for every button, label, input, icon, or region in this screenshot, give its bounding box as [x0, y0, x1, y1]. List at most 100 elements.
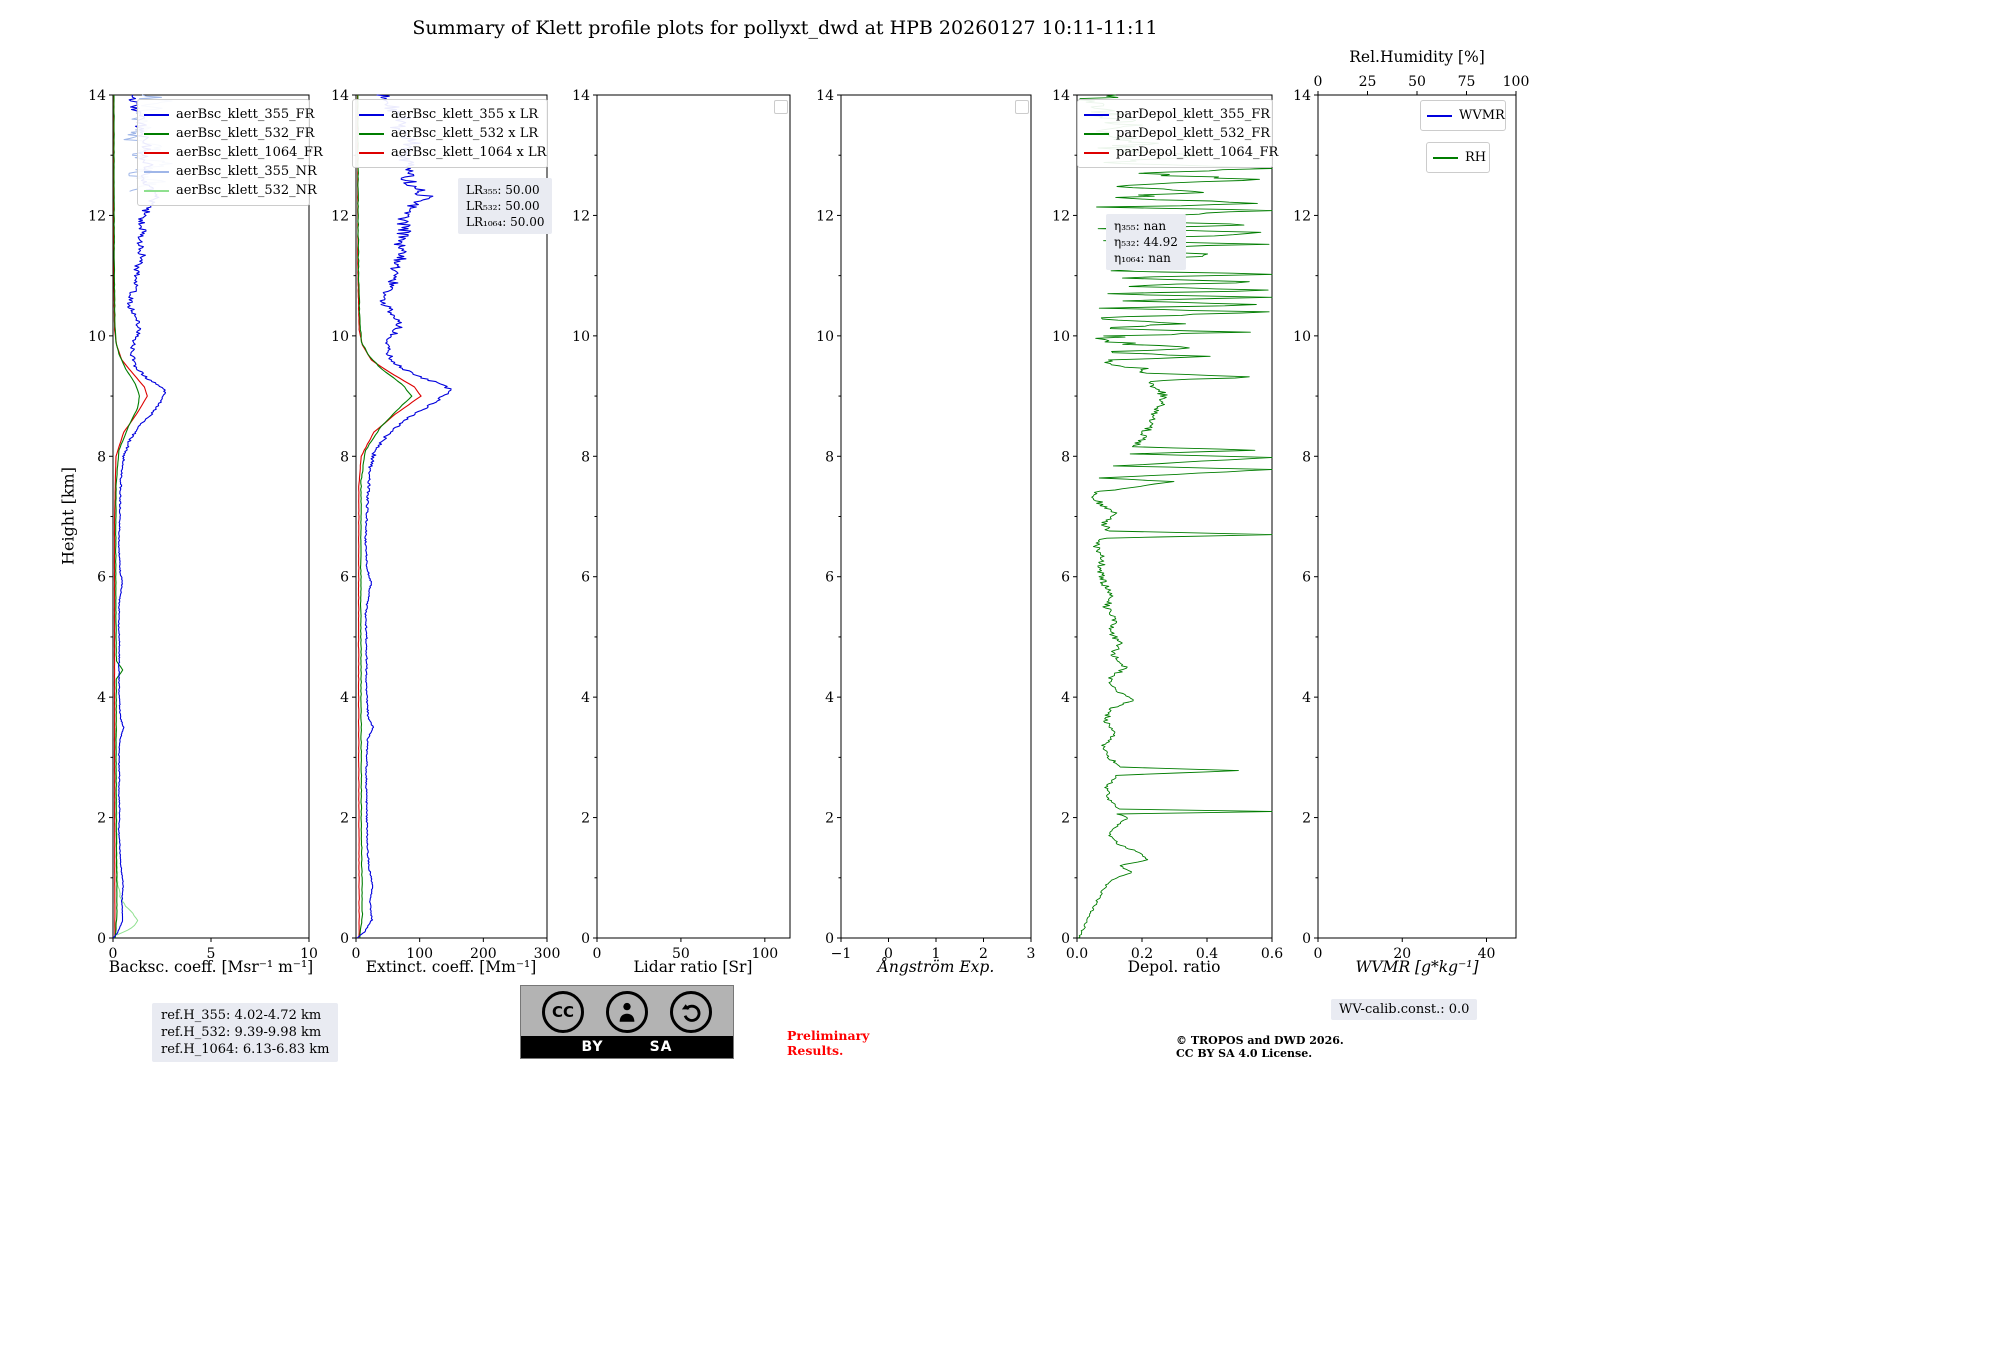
legend-label: aerBsc_klett_532_FR: [176, 126, 315, 141]
svg-text:0.0: 0.0: [1066, 946, 1088, 962]
svg-text:200: 200: [470, 946, 497, 962]
svg-text:0: 0: [825, 931, 834, 947]
svg-text:0: 0: [1314, 74, 1323, 90]
copyright-line-1: © TROPOS and DWD 2026.: [1176, 1034, 1344, 1047]
legend-angstroem-empty: [1015, 100, 1029, 114]
svg-text:0: 0: [1314, 946, 1323, 962]
legend-rh: RH: [1426, 142, 1490, 173]
svg-text:2: 2: [825, 811, 834, 827]
svg-text:8: 8: [1302, 449, 1311, 465]
legend-line-icon: [144, 189, 169, 192]
svg-text:14: 14: [816, 88, 834, 104]
lr-355-value: LR₃₅₅: 50.00: [466, 183, 540, 197]
eta-355-value: η₃₅₅: nan: [1114, 219, 1167, 233]
legend-line-icon: [1084, 151, 1109, 154]
wv-calib-const: WV-calib.const.: 0.0: [1331, 999, 1478, 1020]
cc-sa-label: SA: [649, 1039, 673, 1055]
svg-text:14: 14: [1052, 88, 1070, 104]
svg-text:50: 50: [672, 946, 690, 962]
svg-text:0: 0: [1302, 931, 1311, 947]
ref-h-355: ref.H_355: 4.02-4.72 km: [161, 1008, 322, 1023]
svg-text:10: 10: [88, 329, 106, 345]
svg-text:14: 14: [1293, 88, 1311, 104]
svg-text:14: 14: [331, 88, 349, 104]
copyright-line-2: CC BY SA 4.0 License.: [1176, 1047, 1313, 1060]
legend-label: aerBsc_klett_532_NR: [176, 183, 317, 198]
legend-line-icon: [144, 132, 169, 135]
top-axis-label: Rel.Humidity [%]: [1349, 48, 1485, 66]
legend-label: RH: [1465, 150, 1487, 165]
svg-text:14: 14: [572, 88, 590, 104]
svg-text:10: 10: [300, 946, 318, 962]
copyright-note: © TROPOS and DWD 2026. CC BY SA 4.0 Lice…: [1176, 1034, 1344, 1060]
legend-label: parDepol_klett_1064_FR: [1116, 145, 1279, 160]
svg-text:2: 2: [340, 811, 349, 827]
legend-item: aerBsc_klett_355_NR: [144, 162, 317, 181]
svg-text:4: 4: [1061, 690, 1070, 706]
ref-h-532: ref.H_532: 9.39-9.98 km: [161, 1025, 322, 1040]
svg-text:100: 100: [751, 946, 778, 962]
legend-label: aerBsc_klett_355_NR: [176, 164, 317, 179]
legend-item: aerBsc_klett_1064_FR: [144, 143, 323, 162]
eta-textbox: η₃₅₅: nan η₅₃₂: 44.92 η₁₀₆₄: nan: [1106, 214, 1186, 270]
svg-text:2: 2: [1302, 811, 1311, 827]
svg-text:12: 12: [572, 208, 590, 224]
legend-item: aerBsc_klett_355_FR: [144, 105, 314, 124]
preliminary-results-note: Preliminary Results.: [787, 1028, 869, 1058]
legend-label: WVMR: [1459, 108, 1505, 123]
legend-item: WVMR: [1427, 106, 1505, 125]
legend-item: aerBsc_klett_532 x LR: [359, 124, 541, 143]
svg-text:6: 6: [97, 570, 106, 586]
svg-text:6: 6: [340, 570, 349, 586]
legend-line-icon: [1084, 113, 1109, 116]
svg-text:8: 8: [97, 449, 106, 465]
svg-text:12: 12: [1052, 208, 1070, 224]
svg-text:40: 40: [1478, 946, 1496, 962]
cc-license-badge: CC BY SA: [520, 985, 734, 1059]
legend-depol: parDepol_klett_355_FR parDepol_klett_532…: [1077, 99, 1278, 168]
x-axis-label-wvmr: WVMR [g*kg⁻¹]: [1355, 958, 1479, 976]
legend-line-icon: [1084, 132, 1109, 135]
svg-text:6: 6: [825, 570, 834, 586]
svg-text:0: 0: [1061, 931, 1070, 947]
svg-text:0.4: 0.4: [1196, 946, 1218, 962]
legend-item: aerBsc_klett_532_NR: [144, 181, 317, 200]
svg-text:4: 4: [97, 690, 106, 706]
x-axis-label-lidar-ratio: Lidar ratio [Sr]: [633, 958, 753, 976]
legend-line-icon: [359, 151, 384, 154]
legend-backscatter: aerBsc_klett_355_FR aerBsc_klett_532_FR …: [137, 99, 323, 206]
svg-text:−1: −1: [831, 946, 852, 962]
legend-item: parDepol_klett_1064_FR: [1084, 143, 1278, 162]
legend-label: parDepol_klett_355_FR: [1116, 107, 1271, 122]
panel-lidar-ratio-plot: [597, 95, 790, 938]
ref-h-1064: ref.H_1064: 6.13-6.83 km: [161, 1042, 330, 1057]
share-alike-icon: [670, 991, 712, 1033]
x-axis-label-extinction: Extinct. coeff. [Mm⁻¹]: [365, 958, 537, 976]
legend-label: aerBsc_klett_1064_FR: [176, 145, 323, 160]
svg-text:2: 2: [581, 811, 590, 827]
svg-text:0.6: 0.6: [1261, 946, 1283, 962]
svg-text:2: 2: [979, 946, 988, 962]
svg-text:0: 0: [97, 931, 106, 947]
svg-text:8: 8: [1061, 449, 1070, 465]
legend-item: aerBsc_klett_532_FR: [144, 124, 314, 143]
svg-text:4: 4: [340, 690, 349, 706]
svg-text:10: 10: [331, 329, 349, 345]
svg-text:0: 0: [340, 931, 349, 947]
legend-item: parDepol_klett_355_FR: [1084, 105, 1270, 124]
preliminary-line-2: Results.: [787, 1043, 844, 1058]
svg-text:25: 25: [1359, 74, 1377, 90]
legend-item: aerBsc_klett_1064 x LR: [359, 143, 546, 162]
legend-label: aerBsc_klett_1064 x LR: [391, 145, 547, 160]
svg-text:10: 10: [1293, 329, 1311, 345]
svg-text:50: 50: [1408, 74, 1426, 90]
panel-wvmr-plot: [1318, 95, 1516, 938]
svg-text:0: 0: [593, 946, 602, 962]
page-title: Summary of Klett profile plots for polly…: [412, 17, 1158, 39]
svg-text:2: 2: [1061, 811, 1070, 827]
svg-text:12: 12: [1293, 208, 1311, 224]
svg-text:12: 12: [816, 208, 834, 224]
legend-label: aerBsc_klett_355 x LR: [391, 107, 539, 122]
panel-backscatter-plot: [113, 95, 309, 938]
